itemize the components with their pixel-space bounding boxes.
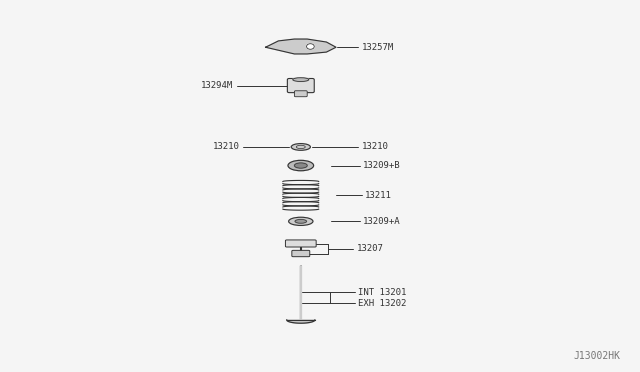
Polygon shape — [287, 266, 315, 323]
Text: 13257M: 13257M — [362, 43, 394, 52]
Text: EXH 13202: EXH 13202 — [358, 299, 407, 308]
Ellipse shape — [291, 144, 310, 150]
Ellipse shape — [288, 160, 314, 171]
Text: 13207: 13207 — [356, 244, 383, 253]
Ellipse shape — [294, 163, 307, 168]
Text: 13211: 13211 — [365, 191, 392, 200]
Text: J13002HK: J13002HK — [574, 351, 621, 361]
Polygon shape — [266, 39, 336, 54]
FancyBboxPatch shape — [292, 250, 310, 257]
Text: 13294M: 13294M — [202, 81, 234, 90]
Ellipse shape — [289, 217, 313, 225]
Text: 13210: 13210 — [362, 142, 388, 151]
FancyBboxPatch shape — [294, 91, 307, 97]
Text: 13210: 13210 — [213, 142, 240, 151]
Text: 13209+A: 13209+A — [363, 217, 401, 226]
FancyBboxPatch shape — [285, 240, 316, 247]
FancyBboxPatch shape — [287, 78, 314, 93]
Ellipse shape — [292, 78, 308, 81]
Ellipse shape — [295, 219, 307, 223]
Text: 13209+B: 13209+B — [363, 161, 401, 170]
Text: INT 13201: INT 13201 — [358, 288, 407, 296]
Ellipse shape — [307, 44, 314, 49]
